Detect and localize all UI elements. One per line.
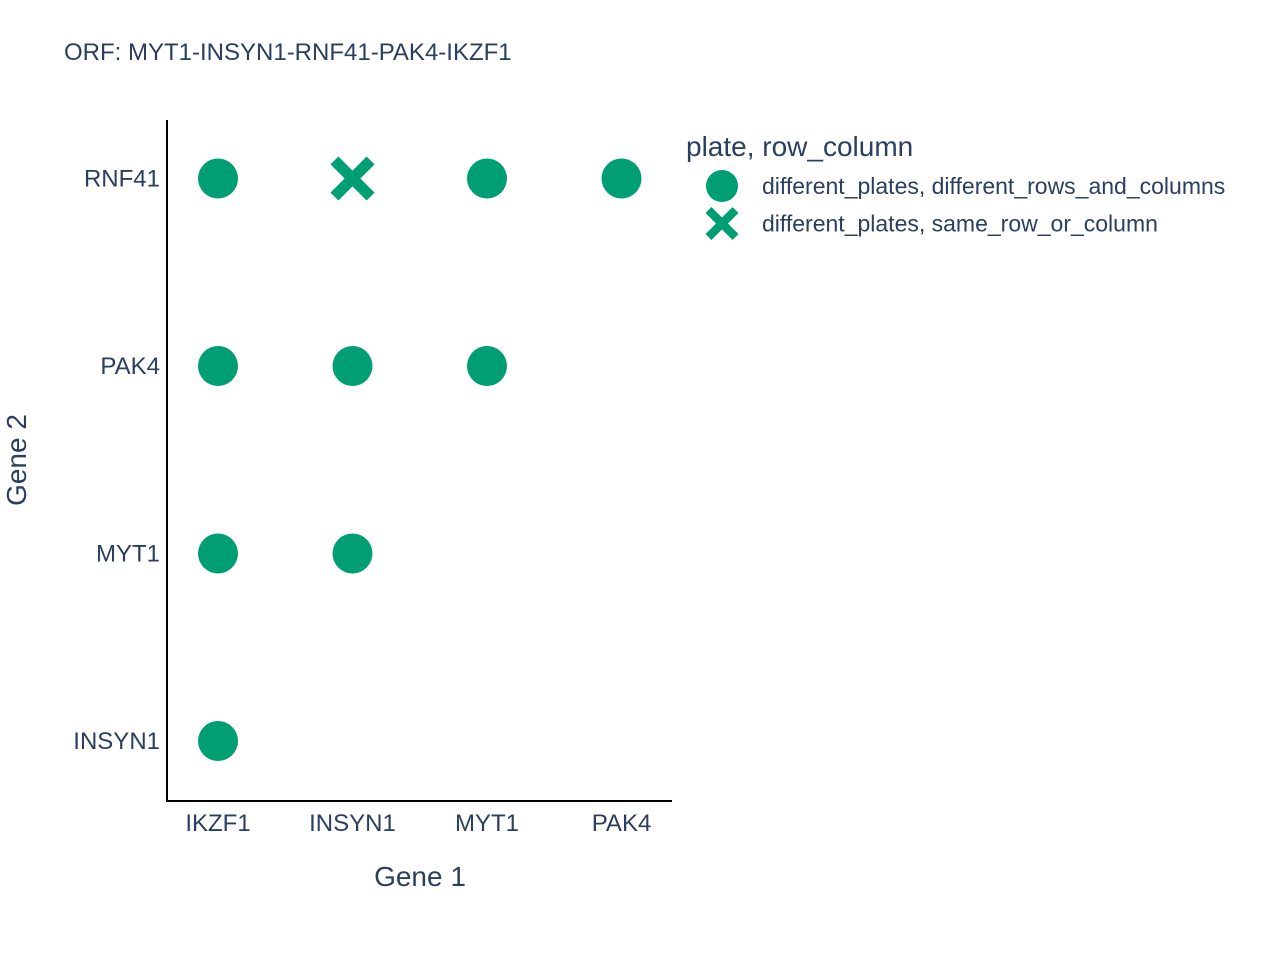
x-tick-labels: IKZF1 INSYN1 MYT1 PAK4 [185, 810, 651, 837]
data-point-circle-marker [601, 158, 642, 199]
x-tick-label: PAK4 [592, 810, 652, 837]
x-axis-title: Gene 1 [374, 861, 466, 892]
legend-item-label: different_plates, different_rows_and_col… [762, 173, 1225, 199]
data-point-x-marker [330, 156, 375, 201]
legend-circle-marker-icon [706, 170, 738, 202]
legend[interactable]: plate, row_column different_plates, diff… [686, 131, 1225, 240]
y-tick-label: PAK4 [100, 353, 160, 380]
chart-title: ORF: MYT1-INSYN1-RNF41-PAK4-IKZF1 [64, 39, 512, 66]
x-tick-label: IKZF1 [185, 810, 250, 837]
x-tick-label: MYT1 [455, 810, 519, 837]
data-point-circle-marker [198, 721, 238, 761]
legend-x-marker-icon [705, 207, 739, 240]
x-tick-label: INSYN1 [309, 810, 396, 837]
data-point-circle-marker [467, 158, 507, 199]
legend-item[interactable]: different_plates, different_rows_and_col… [706, 170, 1225, 202]
data-point-circle-marker [332, 346, 373, 386]
data-point-circle-marker [198, 158, 238, 199]
data-point-circle-marker [198, 533, 238, 574]
legend-item[interactable]: different_plates, same_row_or_column [705, 207, 1158, 240]
data-point-circle-marker [198, 346, 238, 386]
y-tick-labels: INSYN1 MYT1 PAK4 RNF41 [73, 166, 160, 756]
y-tick-label: RNF41 [84, 166, 160, 193]
legend-items[interactable]: different_plates, different_rows_and_col… [705, 170, 1226, 240]
data-point-circle-marker [332, 533, 373, 574]
y-tick-label: MYT1 [96, 541, 160, 568]
y-tick-label: INSYN1 [73, 728, 160, 755]
legend-title: plate, row_column [686, 131, 913, 162]
y-axis-title: Gene 2 [1, 414, 32, 506]
data-markers [198, 156, 642, 761]
data-point-circle-marker [467, 346, 507, 386]
legend-item-label: different_plates, same_row_or_column [762, 211, 1158, 237]
plot-area [166, 120, 672, 802]
